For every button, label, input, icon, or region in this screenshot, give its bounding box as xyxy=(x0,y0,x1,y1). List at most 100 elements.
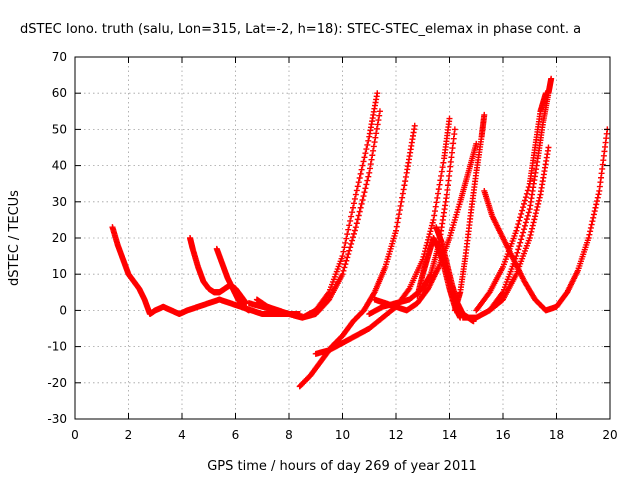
x-tick-label: 0 xyxy=(71,428,79,442)
data-point xyxy=(521,222,528,229)
data-point xyxy=(534,203,541,210)
data-point xyxy=(368,156,375,163)
y-tick-label: 10 xyxy=(52,267,67,281)
data-point xyxy=(435,186,442,193)
y-tick-label: 30 xyxy=(52,195,67,209)
data-point xyxy=(395,215,402,222)
data-point xyxy=(431,212,438,219)
data-point xyxy=(532,213,539,220)
data-point xyxy=(393,227,399,234)
data-point xyxy=(594,194,601,201)
data-point xyxy=(411,122,418,129)
data-point xyxy=(363,146,370,153)
data-point xyxy=(358,200,365,207)
y-tick-label: -30 xyxy=(47,412,67,426)
data-point xyxy=(440,159,447,166)
data-point xyxy=(437,177,444,184)
data-point xyxy=(364,177,371,184)
y-tick-label: 40 xyxy=(52,159,67,173)
data-point xyxy=(340,267,347,274)
data-series xyxy=(253,108,383,321)
data-point xyxy=(398,198,405,205)
data-point xyxy=(548,75,555,82)
data-point xyxy=(536,194,543,201)
data-point xyxy=(359,196,366,203)
data-point xyxy=(428,222,435,229)
y-tick-label: 60 xyxy=(52,86,67,100)
data-point xyxy=(397,202,404,209)
data-point xyxy=(375,117,382,124)
data-point xyxy=(520,204,527,211)
y-tick-label: 20 xyxy=(52,231,67,245)
data-point xyxy=(354,183,361,190)
data-point xyxy=(514,249,521,256)
data-point xyxy=(434,194,441,201)
data-point xyxy=(373,125,380,132)
data-point xyxy=(363,181,370,188)
data-point xyxy=(438,172,445,179)
data-point xyxy=(430,216,437,223)
data-point xyxy=(362,150,369,157)
data-point xyxy=(344,231,351,238)
data-point xyxy=(355,179,362,186)
data-point xyxy=(439,164,446,171)
data-point xyxy=(533,207,540,214)
x-tick-label: 4 xyxy=(178,428,186,442)
data-point xyxy=(429,219,436,226)
grid xyxy=(75,57,610,419)
data-point xyxy=(519,232,526,239)
data-point xyxy=(369,152,376,159)
data-point xyxy=(516,217,523,224)
data-point xyxy=(522,219,529,226)
data-point xyxy=(342,239,349,246)
data-series xyxy=(486,144,552,314)
data-point xyxy=(594,198,601,205)
data-series xyxy=(296,122,418,390)
data-point xyxy=(524,212,531,219)
data-point xyxy=(366,169,373,176)
data-point xyxy=(431,208,438,215)
data-point xyxy=(358,166,365,173)
data-point xyxy=(355,212,362,219)
data-point xyxy=(341,264,348,271)
x-tick-label: 10 xyxy=(335,428,350,442)
data-series xyxy=(187,235,250,307)
data-point xyxy=(393,223,400,230)
data-point xyxy=(357,204,364,211)
data-point xyxy=(528,228,535,235)
data-point xyxy=(367,165,374,172)
data-point xyxy=(523,216,530,223)
data-point xyxy=(374,90,381,97)
data-point xyxy=(364,141,371,148)
data-point xyxy=(360,193,367,200)
data-point xyxy=(351,227,358,234)
data-point xyxy=(526,235,533,241)
data-point xyxy=(347,244,354,251)
data-point xyxy=(514,224,521,231)
y-tick-label: -20 xyxy=(47,376,67,390)
data-point xyxy=(356,208,363,215)
data-point xyxy=(354,216,361,223)
data-point xyxy=(346,247,353,254)
data-point xyxy=(521,197,528,204)
data-point xyxy=(515,246,522,253)
data-point xyxy=(520,229,527,236)
data-point xyxy=(357,170,364,177)
data-point xyxy=(350,230,357,237)
data-series xyxy=(451,111,488,314)
data-point xyxy=(517,214,524,221)
data-point xyxy=(348,213,355,220)
data-point xyxy=(525,209,532,216)
plot-frame xyxy=(74,56,611,420)
data-series xyxy=(414,235,464,321)
data-point xyxy=(589,218,596,225)
data-point xyxy=(372,134,379,141)
data-point xyxy=(376,112,383,119)
data-point xyxy=(344,254,351,261)
y-tick-label: -10 xyxy=(47,340,67,354)
data-point xyxy=(481,111,488,118)
data-point xyxy=(359,162,366,169)
data-point xyxy=(530,219,537,226)
data-point xyxy=(351,195,358,202)
